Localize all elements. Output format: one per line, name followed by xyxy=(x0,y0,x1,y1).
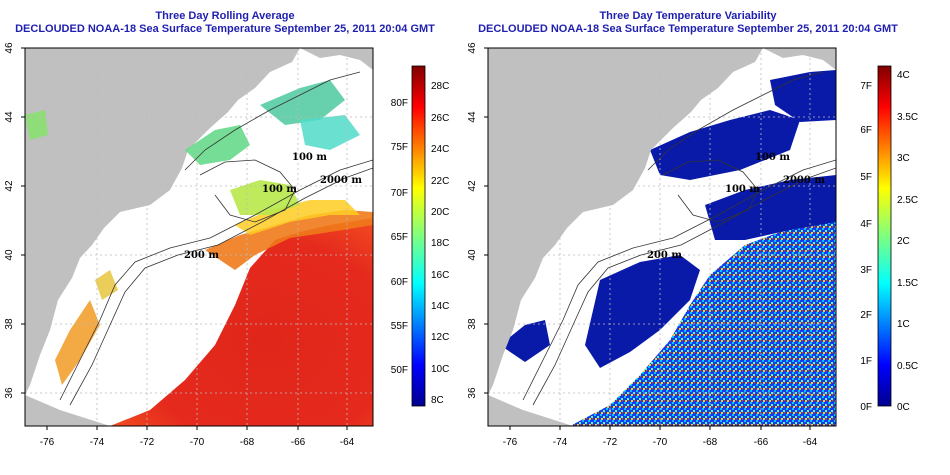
left-cb-c-label: 16C xyxy=(431,270,449,281)
right-contours xyxy=(522,71,836,406)
left-cb-f-label: 55F xyxy=(391,321,408,332)
right-x-tick: -64 xyxy=(803,437,818,448)
left-cb-f-label: 50F xyxy=(391,365,408,376)
right-x-tick: -68 xyxy=(703,437,718,448)
right-cb-f-label: 6F xyxy=(860,125,872,136)
left-x-axis: -76 -74 -72 -70 -68 -66 -64 xyxy=(40,426,355,448)
right-x-axis: -76 -74 -72 -70 -68 -66 -64 xyxy=(503,426,818,448)
right-colorbar-celsius: 4C 3.5C 3C 2.5C 2C 1.5C 1C 0.5C 0C xyxy=(897,70,918,413)
right-cb-c-label: 4C xyxy=(897,70,910,81)
right-colorbar: 7F 6F 5F 4F 3F 2F 1F 0F 4C 3.5C 3C 2.5C … xyxy=(860,65,918,413)
right-y-tick: 40 xyxy=(467,249,478,261)
right-x-tick: -72 xyxy=(603,437,618,448)
left-y-axis: 46 44 42 40 38 36 xyxy=(4,42,25,399)
left-cb-c-label: 12C xyxy=(431,332,449,343)
right-title: Three Day Temperature Variability DECLOU… xyxy=(468,10,908,36)
right-cb-c-label: 1.5C xyxy=(897,278,918,289)
left-y-tick: 42 xyxy=(4,180,15,192)
left-cb-f-label: 65F xyxy=(391,232,408,243)
right-cb-f-label: 1F xyxy=(860,356,872,367)
left-contour-label-100m-north: 100 m xyxy=(292,152,327,163)
left-y-tick: 46 xyxy=(4,42,15,54)
right-y-axis: 46 44 42 40 38 36 xyxy=(467,42,488,399)
left-map-frame xyxy=(24,47,374,427)
right-cb-f-label: 3F xyxy=(860,265,872,276)
right-contour-label-200m: 200 m xyxy=(647,250,682,261)
right-y-tick: 38 xyxy=(467,318,478,330)
right-title-line1: Three Day Temperature Variability xyxy=(599,10,777,22)
right-x-tick: -76 xyxy=(503,437,518,448)
left-y-tick: 36 xyxy=(4,387,15,399)
right-y-tick: 42 xyxy=(467,180,478,192)
left-cb-f-label: 80F xyxy=(391,98,408,109)
left-cb-f-label: 70F xyxy=(391,188,408,199)
right-cb-c-label: 3.5C xyxy=(897,112,918,123)
left-title-line1: Three Day Rolling Average xyxy=(155,10,295,22)
right-contour-label-2000m: 2000 m xyxy=(783,175,825,186)
left-sst-warm xyxy=(110,218,373,426)
right-title-line2: DECLOUDED NOAA-18 Sea Surface Temperatur… xyxy=(478,23,898,35)
right-map-frame xyxy=(487,47,837,427)
right-y-tick: 46 xyxy=(467,42,478,54)
left-cb-f-label: 75F xyxy=(391,142,408,153)
left-grid xyxy=(25,48,373,426)
left-cb-f-label: 60F xyxy=(391,277,408,288)
left-cb-c-label: 24C xyxy=(431,144,449,155)
right-map: 100 m 2000 m 100 m 200 m xyxy=(488,48,836,426)
left-colorbar-celsius: 28C 26C 24C 22C 20C 18C 16C 14C 12C 10C … xyxy=(431,81,449,406)
left-x-tick: -64 xyxy=(340,437,355,448)
left-land xyxy=(25,48,300,395)
left-cb-c-label: 22C xyxy=(431,176,449,187)
right-colorbar-fahrenheit: 7F 6F 5F 4F 3F 2F 1F 0F xyxy=(860,81,872,413)
right-cb-c-label: 1C xyxy=(897,319,910,330)
left-contours xyxy=(59,71,373,406)
right-y-tick: 44 xyxy=(467,111,478,123)
left-contour-label-2000m: 2000 m xyxy=(320,175,362,186)
right-cb-c-label: 0.5C xyxy=(897,361,918,372)
left-contour-label-100m-gulf: 100 m xyxy=(262,184,297,195)
left-x-tick: -70 xyxy=(190,437,205,448)
right-cb-f-label: 5F xyxy=(860,172,872,183)
right-y-tick: 36 xyxy=(467,387,478,399)
left-x-tick: -68 xyxy=(240,437,255,448)
right-land xyxy=(488,48,763,395)
left-title-line2: DECLOUDED NOAA-18 Sea Surface Temperatur… xyxy=(15,23,435,35)
left-title: Three Day Rolling Average DECLOUDED NOAA… xyxy=(0,10,450,36)
left-y-tick: 44 xyxy=(4,111,15,123)
left-colorbar-fahrenheit: 80F 75F 70F 65F 60F 55F 50F xyxy=(391,98,408,376)
right-contour-label-100m-gulf: 100 m xyxy=(725,184,760,195)
right-x-tick: -66 xyxy=(754,437,769,448)
right-cb-c-label: 2C xyxy=(897,236,910,247)
right-contour-label-100m-north: 100 m xyxy=(755,152,790,163)
left-cb-c-label: 10C xyxy=(431,364,449,375)
right-cb-c-label: 2.5C xyxy=(897,195,918,206)
left-x-tick: -72 xyxy=(140,437,155,448)
right-x-tick: -70 xyxy=(653,437,668,448)
right-x-tick: -74 xyxy=(553,437,568,448)
left-x-tick: -74 xyxy=(90,437,105,448)
left-cb-c-label: 14C xyxy=(431,301,449,312)
right-cb-f-label: 2F xyxy=(860,310,872,321)
right-cb-c-label: 3C xyxy=(897,153,910,164)
right-cb-f-label: 0F xyxy=(860,402,872,413)
left-colorbar: 80F 75F 70F 65F 60F 55F 50F 28C 26C 24C … xyxy=(391,65,449,407)
left-cb-c-label: 18C xyxy=(431,238,449,249)
left-cb-c-label: 28C xyxy=(431,81,449,92)
left-cb-c-label: 20C xyxy=(431,207,449,218)
left-y-tick: 40 xyxy=(4,249,15,261)
left-cb-c-label: 8C xyxy=(431,395,444,406)
right-cb-c-label: 0C xyxy=(897,402,910,413)
right-cb-f-label: 4F xyxy=(860,219,872,230)
left-contour-label-200m: 200 m xyxy=(184,250,219,261)
left-map: 100 m 2000 m 100 m 200 m xyxy=(25,48,373,426)
right-cb-f-label: 7F xyxy=(860,81,872,92)
left-cb-c-label: 26C xyxy=(431,113,449,124)
left-x-tick: -76 xyxy=(40,437,55,448)
left-x-tick: -66 xyxy=(291,437,306,448)
left-y-tick: 38 xyxy=(4,318,15,330)
right-grid xyxy=(488,48,836,426)
